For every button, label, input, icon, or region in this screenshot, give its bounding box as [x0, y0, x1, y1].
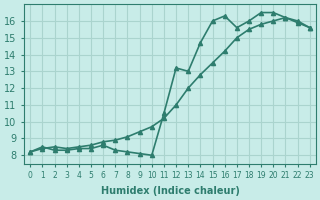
- X-axis label: Humidex (Indice chaleur): Humidex (Indice chaleur): [100, 186, 239, 196]
